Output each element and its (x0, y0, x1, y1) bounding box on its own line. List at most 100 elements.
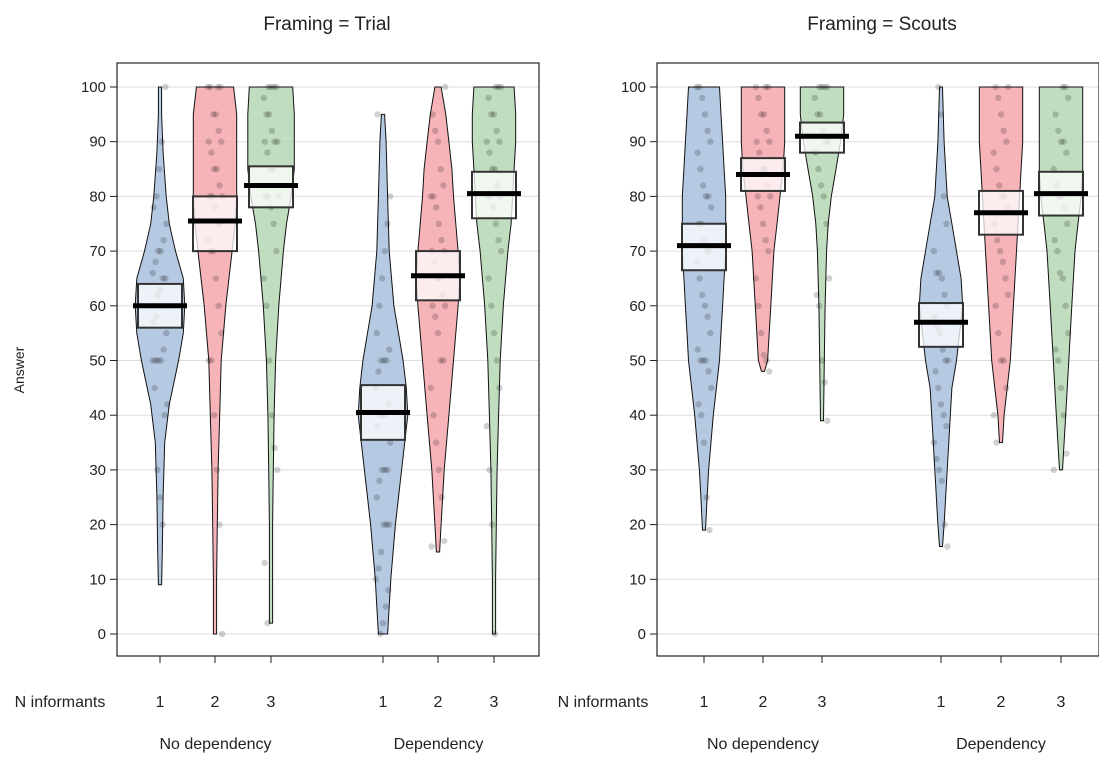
data-point (1057, 384, 1065, 392)
data-point (821, 379, 828, 386)
data-point (940, 193, 947, 200)
data-point (163, 220, 170, 227)
x-row-label: N informants (558, 694, 649, 711)
y-tick-label: 60 (629, 298, 646, 315)
data-point (218, 138, 225, 145)
data-point (930, 247, 937, 255)
data-point (212, 275, 220, 282)
data-point (205, 138, 212, 145)
x-tick-label: 1 (700, 694, 709, 711)
data-point (260, 94, 267, 102)
data-point (1051, 237, 1058, 244)
data-point (697, 357, 704, 364)
x-tick-label: 2 (211, 694, 220, 711)
plot-frame (656, 62, 1099, 657)
violin-no-dependency-n2 (740, 86, 786, 372)
data-point (434, 138, 442, 145)
data-point (941, 521, 948, 528)
data-point (432, 127, 439, 134)
data-point (999, 258, 1006, 266)
data-point (204, 83, 211, 91)
data-point (755, 302, 762, 309)
violin-dependency-n2 (978, 86, 1024, 444)
data-point (930, 439, 937, 446)
data-point (817, 111, 824, 118)
data-point (762, 83, 769, 91)
data-point (815, 165, 822, 173)
data-point (427, 193, 434, 200)
data-point (381, 466, 388, 474)
data-point (273, 247, 280, 255)
data-point (485, 94, 492, 102)
data-point (385, 587, 392, 594)
violin-no-dependency-n3 (247, 86, 295, 624)
x-tick-label: 1 (379, 694, 388, 711)
data-point (437, 165, 444, 173)
data-point (486, 149, 493, 156)
data-point (1052, 111, 1059, 118)
data-point (816, 302, 823, 309)
data-point (943, 422, 950, 430)
data-point (699, 182, 707, 189)
data-point (824, 417, 831, 424)
data-point (149, 269, 156, 277)
data-point (212, 111, 220, 118)
data-point (936, 466, 943, 474)
data-point (210, 412, 218, 419)
data-point (706, 526, 713, 534)
data-point (941, 291, 948, 299)
data-point (943, 220, 950, 227)
data-point (754, 193, 761, 200)
y-axis-label: Answer (11, 346, 27, 393)
data-point (933, 455, 940, 463)
data-point (433, 204, 440, 211)
x-tick-label: 3 (267, 694, 276, 711)
data-point (207, 83, 214, 91)
group-label: Dependency (956, 736, 1046, 753)
data-point (483, 422, 490, 430)
data-point (150, 204, 157, 211)
data-point (161, 412, 168, 419)
data-point (765, 247, 772, 255)
data-point (942, 357, 949, 364)
data-point (1062, 302, 1069, 309)
data-point (219, 630, 226, 638)
data-point (380, 521, 388, 528)
data-point (702, 357, 709, 364)
data-point (489, 165, 496, 173)
data-point (218, 329, 225, 337)
data-point (440, 357, 447, 364)
data-point (1000, 127, 1007, 134)
data-point (162, 275, 169, 282)
data-point (378, 357, 385, 364)
data-point (375, 368, 382, 375)
data-point (996, 247, 1004, 255)
data-point (215, 302, 222, 309)
y-tick-label: 0 (98, 626, 106, 643)
data-point (427, 384, 434, 392)
data-point (996, 182, 1003, 189)
data-point (1003, 138, 1010, 145)
data-point (1060, 138, 1067, 145)
data-point (435, 466, 443, 474)
violin-dependency-n1 (357, 113, 409, 635)
data-point (387, 439, 394, 446)
data-point (384, 466, 391, 474)
data-point (490, 111, 498, 118)
data-point (433, 439, 440, 446)
data-point (937, 401, 945, 408)
data-point (945, 357, 952, 364)
data-point (755, 94, 762, 102)
data-point (378, 548, 385, 556)
data-point (818, 83, 826, 91)
ci-box (918, 302, 964, 348)
data-point (758, 111, 765, 118)
x-tick-label: 3 (1057, 694, 1066, 711)
data-point (762, 237, 769, 244)
y-tick-label: 100 (621, 79, 646, 96)
data-point (376, 477, 383, 484)
data-point (937, 111, 945, 118)
data-point (992, 302, 999, 309)
y-tick-label: 20 (89, 517, 106, 534)
